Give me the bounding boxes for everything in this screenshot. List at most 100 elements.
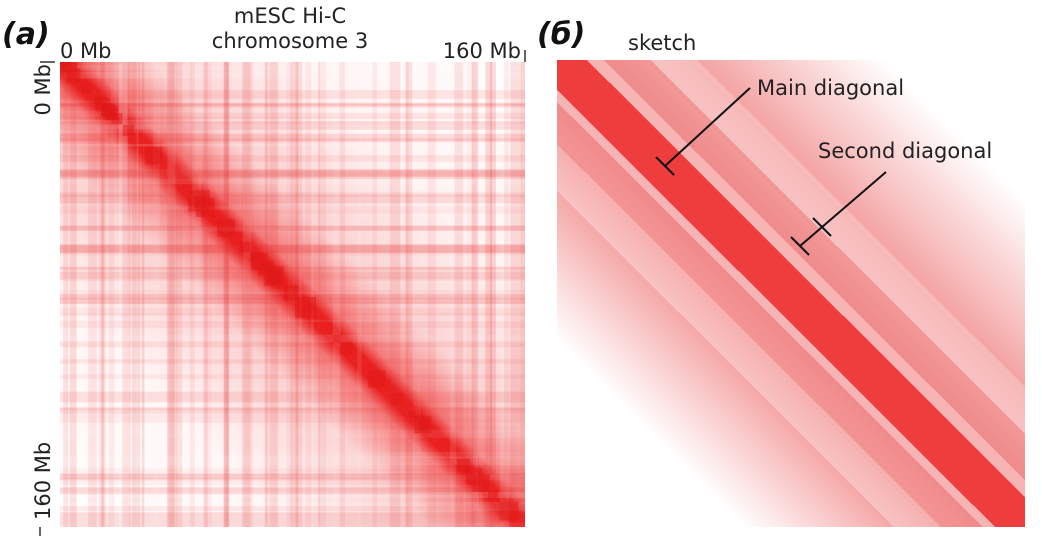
texture-stripe xyxy=(60,168,525,177)
texture-stripe xyxy=(504,62,510,527)
texture-stripe xyxy=(339,62,346,527)
texture-stripe xyxy=(60,334,525,343)
texture-block xyxy=(93,95,103,105)
texture-stripe xyxy=(60,475,525,481)
texture-stripe xyxy=(122,62,131,527)
texture-stripe xyxy=(118,62,128,527)
texture-stripe xyxy=(489,62,496,527)
texture-stripe xyxy=(60,178,525,185)
texture-stripe xyxy=(223,62,229,527)
texture-block xyxy=(391,393,403,405)
texture-stripe xyxy=(299,62,302,527)
texture-stripe xyxy=(471,62,478,527)
texture-stripe xyxy=(332,62,341,527)
annotation: Second diagonal xyxy=(818,139,992,163)
y-label: 160 Mb xyxy=(31,442,55,520)
texture-stripe xyxy=(449,62,456,527)
texture-stripe xyxy=(60,100,525,104)
texture-block xyxy=(217,219,236,238)
texture-block xyxy=(499,501,519,521)
texture-stripe xyxy=(60,320,525,328)
texture-stripe xyxy=(60,191,525,197)
texture-stripe xyxy=(69,62,77,527)
panel-title: chromosome 3 xyxy=(212,29,368,53)
texture-stripe xyxy=(60,194,525,204)
texture-stripe xyxy=(60,522,525,527)
texture-stripe xyxy=(60,391,525,403)
texture-stripe xyxy=(520,62,525,527)
texture-stripe xyxy=(60,90,525,99)
texture-stripe xyxy=(60,301,525,304)
texture-stripe xyxy=(131,62,141,527)
texture-stripe xyxy=(266,62,278,527)
texture-stripe xyxy=(264,62,268,527)
texture-stripe xyxy=(60,168,525,179)
texture-block xyxy=(283,285,299,301)
texture-stripe xyxy=(192,62,202,527)
texture-stripe xyxy=(60,429,525,438)
annotation: Main diagonal xyxy=(757,76,904,100)
texture-stripe xyxy=(60,266,525,270)
texture-block xyxy=(332,334,342,344)
texture-stripe xyxy=(60,244,525,253)
texture-block xyxy=(412,414,420,422)
texture-stripe xyxy=(153,62,160,527)
texture-stripe xyxy=(63,62,69,527)
texture-stripe xyxy=(405,62,413,527)
texture-stripe xyxy=(60,491,525,498)
texture-block xyxy=(408,410,416,418)
texture-stripe xyxy=(471,62,478,527)
texture-stripe xyxy=(520,62,525,527)
texture-block xyxy=(101,103,115,117)
texture-stripe xyxy=(60,522,525,527)
texture-stripe xyxy=(60,143,525,147)
texture-stripe xyxy=(60,477,525,485)
sketch-map xyxy=(557,60,1025,527)
texture-block xyxy=(472,474,490,492)
texture-stripe xyxy=(60,268,525,280)
texture-stripe xyxy=(412,62,421,527)
texture-stripe xyxy=(243,62,254,527)
texture-stripe xyxy=(243,62,252,527)
texture-stripe xyxy=(473,62,479,527)
texture-block xyxy=(239,241,251,253)
texture-stripe xyxy=(60,170,525,179)
texture-stripe xyxy=(427,62,436,527)
texture-stripe xyxy=(60,103,525,108)
texture-stripe xyxy=(485,62,493,527)
texture-stripe xyxy=(60,472,525,481)
texture-stripe xyxy=(168,62,176,527)
texture-stripe xyxy=(475,62,483,527)
texture-stripe xyxy=(242,62,251,527)
texture-block xyxy=(122,124,135,137)
texture-stripe xyxy=(101,62,106,527)
texture-block xyxy=(250,252,269,271)
texture-stripe xyxy=(60,512,525,523)
texture-stripe xyxy=(60,171,525,180)
texture-stripe xyxy=(98,62,102,527)
texture-stripe xyxy=(223,62,229,527)
panel-label: (a) xyxy=(2,17,50,52)
texture-stripe xyxy=(176,62,183,527)
texture-stripe xyxy=(169,62,178,527)
texture-stripe xyxy=(60,206,525,214)
texture-stripe xyxy=(60,341,525,348)
texture-stripe xyxy=(60,227,525,232)
texture-stripe xyxy=(60,102,525,106)
texture-stripe xyxy=(60,487,525,495)
texture-stripe xyxy=(203,62,208,527)
panel-title: mESC Hi-C xyxy=(234,4,346,28)
texture-stripe xyxy=(141,62,145,527)
panel-label: (б) xyxy=(537,17,585,52)
texture-stripe xyxy=(318,62,326,527)
texture-stripe xyxy=(466,62,471,527)
texture-stripe xyxy=(317,62,321,527)
texture-stripe xyxy=(60,133,525,143)
texture-stripe xyxy=(100,62,104,527)
texture-stripe xyxy=(225,62,230,527)
texture-stripe xyxy=(60,407,525,415)
texture-block xyxy=(368,370,386,388)
texture-stripe xyxy=(60,120,525,130)
texture-stripe xyxy=(60,245,525,254)
